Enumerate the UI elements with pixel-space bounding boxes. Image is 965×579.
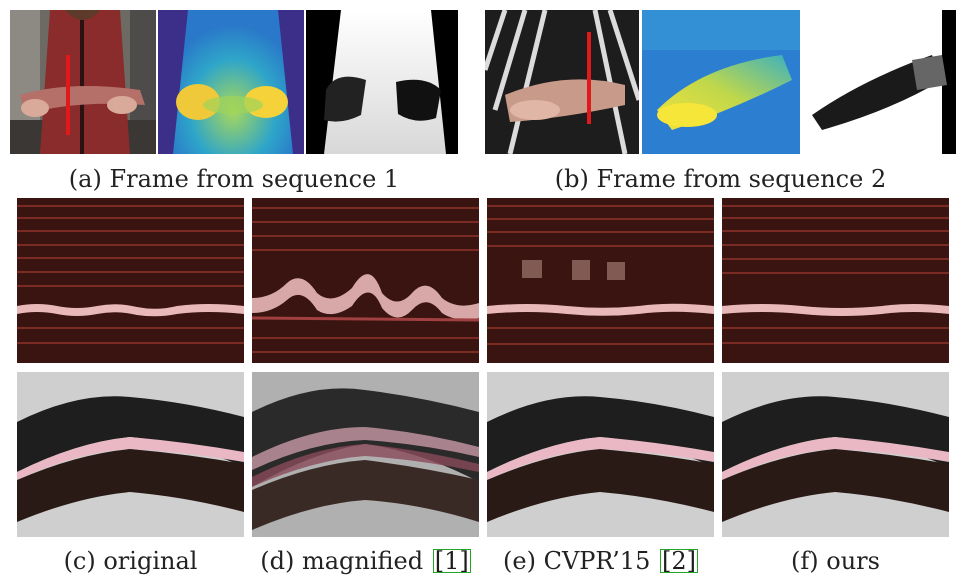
marker-line: [66, 55, 70, 135]
slice-cvpr15-2: [487, 372, 714, 537]
frame1-mask-image: [306, 10, 458, 154]
slice-magnified-1: [252, 198, 479, 363]
caption-e-text: (e) CVPR’15: [503, 547, 651, 575]
slice-original-2: [17, 372, 244, 537]
caption-a: (a) Frame from sequence 1: [68, 165, 400, 193]
slice-ours-2: [722, 372, 949, 537]
caption-d-text: (d) magnified: [260, 547, 424, 575]
slice-ours-1: [722, 198, 949, 363]
caption-d: (d) magnified [1]: [252, 546, 479, 576]
caption-b: (b) Frame from sequence 2: [554, 165, 887, 193]
caption-c: (c) original: [63, 547, 198, 575]
citation-link-2[interactable]: [2]: [659, 547, 698, 575]
citation-link-1[interactable]: [1]: [432, 547, 471, 575]
frame2-rgb-image: [485, 10, 639, 154]
caption-f: (f) ours: [791, 547, 880, 575]
marker-line: [587, 32, 591, 124]
slice-magnified-2: [252, 372, 479, 537]
frame2-depth-image: [642, 10, 800, 154]
caption-e: (e) CVPR’15 [2]: [487, 546, 714, 576]
slice-original-1: [17, 198, 244, 363]
frame1-depth-image: [158, 10, 304, 154]
frame2-mask-image: [802, 10, 956, 154]
frame1-rgb-image: [10, 10, 156, 154]
slice-cvpr15-1: [487, 198, 714, 363]
